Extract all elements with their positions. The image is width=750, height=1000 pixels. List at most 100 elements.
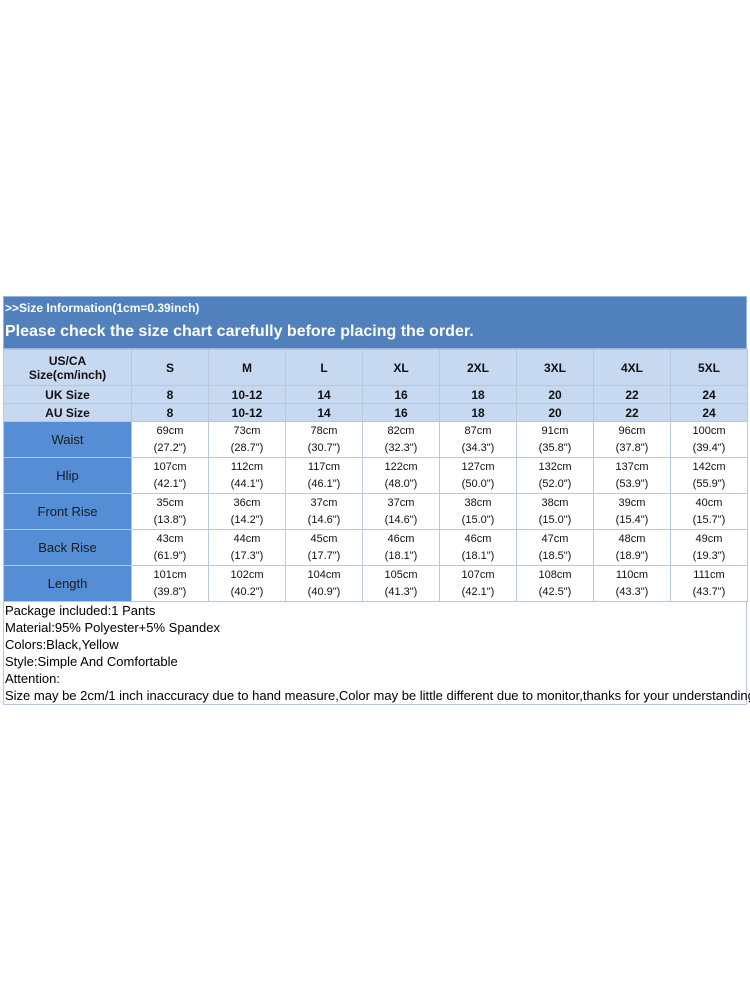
- cm-value: 39cm: [618, 496, 646, 509]
- row-label: UK Size: [3, 385, 132, 404]
- cm-value: 38cm: [464, 496, 492, 509]
- notes: Package included:1 Pants Material:95% Pol…: [3, 602, 750, 705]
- cm-value: 44cm: [233, 532, 261, 545]
- uk-cell: 24: [670, 385, 748, 404]
- inch-value: (14.6"): [307, 513, 341, 526]
- measure-cell: 107cm (42.1"): [439, 565, 517, 602]
- inch-value: (19.3"): [692, 549, 726, 562]
- note-line: Style:Simple And Comfortable: [5, 654, 178, 669]
- measure-cell: 49cm (19.3"): [670, 529, 748, 566]
- measure-cell: 127cm (50.0"): [439, 457, 517, 494]
- measure-cell: 110cm (43.3"): [593, 565, 671, 602]
- cm-value: 73cm: [233, 424, 261, 437]
- inch-value: (41.3"): [384, 585, 418, 598]
- cm-value: 69cm: [156, 424, 184, 437]
- inch-value: (18.9"): [615, 549, 649, 562]
- cm-value: 137cm: [615, 460, 649, 473]
- measure-cell: 36cm (14.2"): [208, 493, 286, 530]
- note-line: Attention:: [5, 671, 60, 686]
- size-cell: 4XL: [593, 349, 671, 386]
- measure-cell: 101cm (39.8"): [131, 565, 209, 602]
- cm-value: 47cm: [541, 532, 569, 545]
- size-cell: 3XL: [516, 349, 594, 386]
- measure-cell: 102cm (40.2"): [208, 565, 286, 602]
- cm-value: 107cm: [153, 460, 187, 473]
- measure-cell: 40cm (15.7"): [670, 493, 748, 530]
- measure-cell: 45cm (17.7"): [285, 529, 363, 566]
- cm-value: 122cm: [384, 460, 418, 473]
- row-label: Waist: [3, 421, 132, 458]
- cm-value: 102cm: [230, 568, 264, 581]
- inch-value: (39.4"): [692, 441, 726, 454]
- inch-value: (39.8"): [153, 585, 187, 598]
- au-cell: 16: [362, 403, 440, 422]
- au-cell: 8: [131, 403, 209, 422]
- au-cell: 22: [593, 403, 671, 422]
- cm-value: 101cm: [153, 568, 187, 581]
- inch-value: (46.1"): [307, 477, 341, 490]
- inch-value: (53.9"): [615, 477, 649, 490]
- measure-cell: 105cm (41.3"): [362, 565, 440, 602]
- cm-value: 100cm: [692, 424, 726, 437]
- size-chart: >>Size Information(1cm=0.39inch) Please …: [3, 296, 750, 705]
- measure-cell: 43cm (61.9"): [131, 529, 209, 566]
- measure-row: Waist 69cm (27.2") 73cm (28.7") 78cm (30.7") 82…: [3, 421, 748, 458]
- header-row: US/CA Size(cm/inch) S M L XL 2XL 3XL 4XL 5XL: [3, 349, 748, 386]
- cm-value: 43cm: [156, 532, 184, 545]
- inch-value: (43.7"): [692, 585, 726, 598]
- measure-cell: 78cm (30.7"): [285, 421, 363, 458]
- row-label: Length: [3, 565, 132, 602]
- size-cell: 5XL: [670, 349, 748, 386]
- measure-cell: 112cm (44.1"): [208, 457, 286, 494]
- cm-value: 112cm: [230, 460, 264, 473]
- note-line: Size may be 2cm/1 inch inaccuracy due to…: [5, 688, 750, 703]
- measure-cell: 107cm (42.1"): [131, 457, 209, 494]
- measure-cell: 69cm (27.2"): [131, 421, 209, 458]
- cm-value: 127cm: [461, 460, 495, 473]
- inch-value: (28.7"): [230, 441, 264, 454]
- cm-value: 46cm: [464, 532, 492, 545]
- au-cell: 24: [670, 403, 748, 422]
- measure-cell: 48cm (18.9"): [593, 529, 671, 566]
- corner-line: Size(cm/inch): [28, 367, 107, 382]
- corner-cell: US/CA Size(cm/inch): [3, 349, 132, 386]
- measure-cell: 111cm (43.7"): [670, 565, 748, 602]
- uk-cell: 22: [593, 385, 671, 404]
- row-label: Back Rise: [3, 529, 132, 566]
- cm-value: 45cm: [310, 532, 338, 545]
- header: >>Size Information(1cm=0.39inch) Please …: [3, 296, 747, 349]
- measure-row: Front Rise 35cm (13.8") 36cm (14.2") 37cm (14.…: [3, 493, 748, 530]
- cm-value: 142cm: [692, 460, 726, 473]
- measure-cell: 122cm (48.0"): [362, 457, 440, 494]
- measure-cell: 96cm (37.8"): [593, 421, 671, 458]
- inch-value: (42.1"): [461, 585, 495, 598]
- measure-cell: 46cm (18.1"): [362, 529, 440, 566]
- inch-value: (35.8"): [538, 441, 572, 454]
- cm-value: 132cm: [538, 460, 572, 473]
- uk-cell: 18: [439, 385, 517, 404]
- cm-value: 49cm: [695, 532, 723, 545]
- au-cell: 10-12: [208, 403, 286, 422]
- measure-cell: 47cm (18.5"): [516, 529, 594, 566]
- inch-value: (48.0"): [384, 477, 418, 490]
- header-line: >>Size Information(1cm=0.39inch): [5, 301, 200, 315]
- uk-cell: 16: [362, 385, 440, 404]
- size-cell: 2XL: [439, 349, 517, 386]
- cm-value: 37cm: [387, 496, 415, 509]
- size-table: US/CA Size(cm/inch) S M L XL 2XL 3XL 4XL 5XL UK Si…: [3, 349, 748, 602]
- cm-value: 38cm: [541, 496, 569, 509]
- uk-cell: 14: [285, 385, 363, 404]
- au-cell: 14: [285, 403, 363, 422]
- measure-cell: 91cm (35.8"): [516, 421, 594, 458]
- au-cell: 20: [516, 403, 594, 422]
- inch-value: (40.2"): [230, 585, 264, 598]
- cm-value: 78cm: [310, 424, 338, 437]
- inch-value: (15.4"): [615, 513, 649, 526]
- inch-value: (50.0"): [461, 477, 495, 490]
- uk-cell: 20: [516, 385, 594, 404]
- cm-value: 37cm: [310, 496, 338, 509]
- cm-value: 82cm: [387, 424, 415, 437]
- cm-value: 96cm: [618, 424, 646, 437]
- inch-value: (61.9"): [153, 549, 187, 562]
